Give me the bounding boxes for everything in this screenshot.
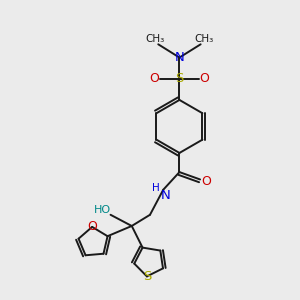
Text: H: H xyxy=(152,183,160,193)
Text: O: O xyxy=(200,72,209,85)
Text: S: S xyxy=(143,270,151,283)
Text: N: N xyxy=(161,189,170,202)
Text: N: N xyxy=(175,51,184,64)
Text: CH₃: CH₃ xyxy=(146,34,165,44)
Text: CH₃: CH₃ xyxy=(194,34,213,44)
Text: S: S xyxy=(175,72,184,85)
Text: O: O xyxy=(87,220,97,233)
Text: O: O xyxy=(149,72,159,85)
Text: O: O xyxy=(202,175,212,188)
Text: HO: HO xyxy=(94,206,111,215)
